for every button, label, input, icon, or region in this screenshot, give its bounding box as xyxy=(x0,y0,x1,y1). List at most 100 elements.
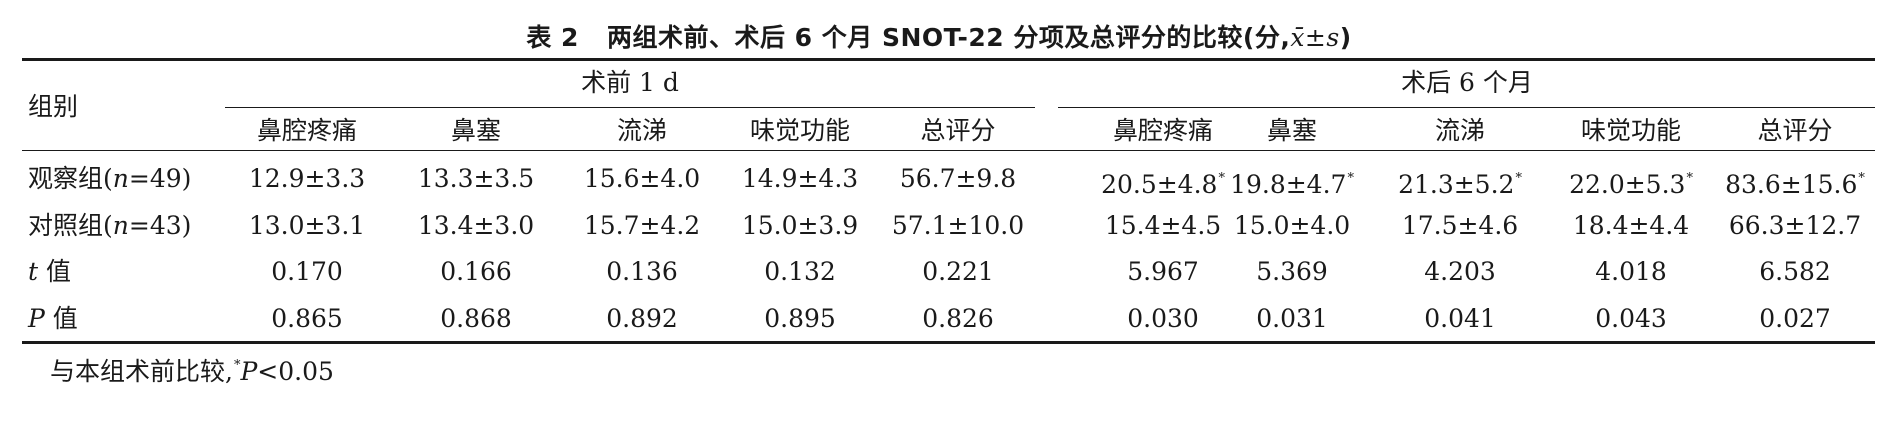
column-header: 总评分 xyxy=(1757,116,1833,145)
table-cell: 83.6±15.6* xyxy=(1725,164,1865,200)
cell-value: 4.018 xyxy=(1595,257,1667,286)
row-label-symbol: t xyxy=(28,257,39,286)
cell-value: 15.0±4.0 xyxy=(1233,211,1351,240)
caption-text: 两组术前、术后 6 个月 SNOT-22 分项及总评分的比较(分, xyxy=(606,23,1291,52)
column-header: 鼻腔疼痛 xyxy=(256,116,358,145)
footnote-mark: * xyxy=(233,358,241,373)
table-footnote: 与本组术前比较,*P<0.05 xyxy=(50,351,334,387)
table-cell: 15.0±4.0 xyxy=(1234,211,1350,241)
cell-value: 20.5±4.8 xyxy=(1101,170,1218,199)
group-rule-pre xyxy=(225,107,1035,108)
cell-value: 13.4±3.0 xyxy=(417,211,535,240)
cell-value: 0.826 xyxy=(922,304,994,333)
table-cell: 13.4±3.0 xyxy=(418,211,534,241)
column-header: 总评分 xyxy=(920,116,996,145)
column-header: 味觉功能 xyxy=(1580,116,1682,145)
cell-value: 15.0±3.9 xyxy=(741,211,859,240)
row-label-symbol: n xyxy=(112,164,129,193)
table-cell: 13.3±3.5 xyxy=(418,164,534,194)
row-label-suffix: 值 xyxy=(38,257,71,286)
cell-value: 22.0±5.3 xyxy=(1569,170,1686,199)
table-cell: 57.1±10.0 xyxy=(892,211,1024,241)
cell-value: 15.6±4.0 xyxy=(583,164,701,193)
table-cell: 0.027 xyxy=(1759,304,1831,334)
cell-value: 0.027 xyxy=(1759,304,1831,333)
table-cell: 0.031 xyxy=(1256,304,1328,334)
group-rule-post xyxy=(1058,107,1875,108)
table-cell: 56.7±9.8 xyxy=(900,164,1016,194)
cell-value: 0.043 xyxy=(1595,304,1667,333)
table-caption: 表 2 两组术前、术后 6 个月 SNOT-22 分项及总评分的比较(分,x̄±s… xyxy=(0,18,1878,54)
cell-value: 5.967 xyxy=(1127,257,1199,286)
cell-value: 0.170 xyxy=(271,257,343,286)
significance-mark: * xyxy=(1347,171,1354,186)
table-cell: 22.0±5.3* xyxy=(1569,164,1693,200)
column-header: 鼻塞 xyxy=(1266,116,1318,145)
footnote-text: 与本组术前比较, xyxy=(50,357,233,386)
cell-value: 56.7±9.8 xyxy=(899,164,1017,193)
cell-value: 14.9±4.3 xyxy=(741,164,859,193)
cell-value: 0.892 xyxy=(606,304,678,333)
caption-label: 表 2 xyxy=(526,23,579,52)
table-cell: 15.7±4.2 xyxy=(584,211,700,241)
row-label-suffix: 值 xyxy=(44,304,78,333)
cell-value: 13.0±3.1 xyxy=(248,211,366,240)
table-cell: 0.868 xyxy=(440,304,512,334)
cell-value: 0.031 xyxy=(1256,304,1328,333)
table-cell: 0.892 xyxy=(606,304,678,334)
column-header: 流涕 xyxy=(1434,116,1486,145)
group-header-pre: 术前 1 d xyxy=(581,68,679,97)
table-cell: 20.5±4.8* xyxy=(1101,164,1225,200)
footnote-threshold: <0.05 xyxy=(257,357,334,386)
row-label: 对照组(n=43) xyxy=(28,211,191,241)
row-label: P 值 xyxy=(28,304,78,334)
table-cell: 17.5±4.6 xyxy=(1402,211,1518,241)
table-cell: 18.4±4.4 xyxy=(1573,211,1689,241)
column-header: 鼻塞 xyxy=(450,116,502,145)
table-cell: 0.030 xyxy=(1127,304,1199,334)
column-header: 鼻腔疼痛 xyxy=(1112,116,1214,145)
cell-value: 12.9±3.3 xyxy=(248,164,366,193)
table-cell: 0.895 xyxy=(764,304,836,334)
table-cell: 4.018 xyxy=(1595,257,1667,287)
cell-value: 19.8±4.7 xyxy=(1230,170,1347,199)
table-cell: 4.203 xyxy=(1424,257,1496,287)
table-cell: 0.041 xyxy=(1424,304,1496,334)
caption-stat: x̄±s xyxy=(1290,23,1340,52)
table-cell: 0.865 xyxy=(271,304,343,334)
row-label: 观察组(n=49) xyxy=(28,164,191,194)
cell-value: 15.4±4.5 xyxy=(1104,211,1222,240)
cell-value: 0.132 xyxy=(764,257,836,286)
row-label-prefix: 对照组( xyxy=(28,211,113,240)
significance-mark: * xyxy=(1686,171,1693,186)
bottom-rule xyxy=(22,341,1875,344)
significance-mark: * xyxy=(1218,171,1225,186)
cell-value: 0.865 xyxy=(271,304,343,333)
table-cell: 0.826 xyxy=(922,304,994,334)
row-label-symbol: P xyxy=(28,304,45,333)
cell-value: 15.7±4.2 xyxy=(583,211,701,240)
cell-value: 0.030 xyxy=(1127,304,1199,333)
cell-value: 0.166 xyxy=(440,257,512,286)
table-cell: 5.967 xyxy=(1127,257,1199,287)
group-header-post: 术后 6 个月 xyxy=(1401,68,1533,97)
cell-value: 17.5±4.6 xyxy=(1401,211,1519,240)
cell-value: 6.582 xyxy=(1759,257,1831,286)
table-cell: 66.3±12.7 xyxy=(1729,211,1861,241)
header-rule xyxy=(22,150,1875,151)
cell-value: 18.4±4.4 xyxy=(1572,211,1690,240)
footnote-p: P xyxy=(240,357,258,386)
cell-value: 66.3±12.7 xyxy=(1728,211,1862,240)
row-label-symbol: n xyxy=(112,211,129,240)
significance-mark: * xyxy=(1515,171,1522,186)
cell-value: 5.369 xyxy=(1256,257,1328,286)
cell-value: 21.3±5.2 xyxy=(1398,170,1515,199)
table-cell: 14.9±4.3 xyxy=(742,164,858,194)
cell-value: 13.3±3.5 xyxy=(417,164,535,193)
cell-value: 0.221 xyxy=(922,257,994,286)
caption-close: ) xyxy=(1339,23,1352,52)
table-cell: 12.9±3.3 xyxy=(249,164,365,194)
top-rule xyxy=(22,58,1875,61)
cell-value: 0.868 xyxy=(440,304,512,333)
table-cell: 0.170 xyxy=(271,257,343,287)
